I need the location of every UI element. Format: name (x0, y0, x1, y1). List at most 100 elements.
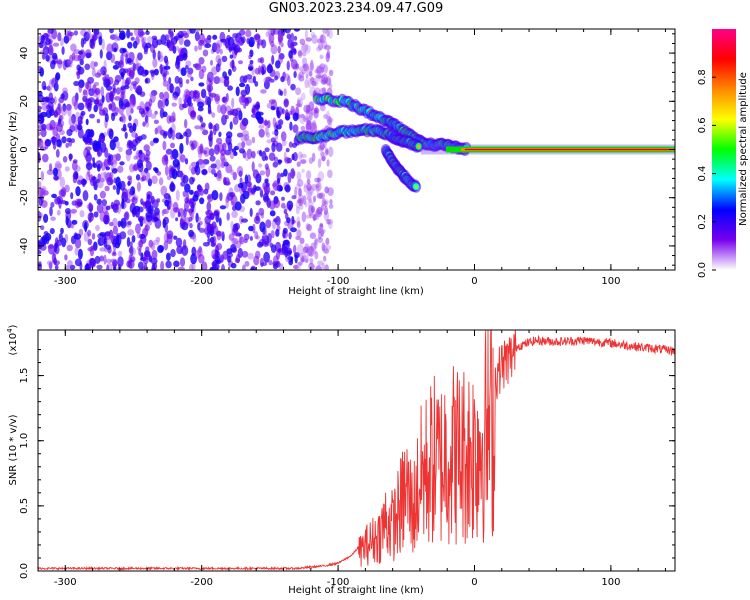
noise-speckle (232, 171, 237, 181)
noise-speckle (94, 72, 102, 78)
noise-speckle (219, 48, 223, 55)
noise-speckle (89, 245, 95, 257)
noise-speckle (259, 187, 263, 193)
noise-speckle (105, 92, 112, 103)
noise-speckle (199, 197, 205, 205)
spectrogram-marks (38, 29, 675, 270)
noise-speckle (225, 198, 229, 209)
noise-speckle (104, 113, 109, 123)
noise-speckle (296, 171, 302, 182)
noise-speckle (246, 148, 253, 160)
noise-speckle (269, 78, 275, 83)
noise-speckle (126, 188, 133, 198)
noise-speckle (151, 175, 158, 184)
noise-speckle (313, 195, 316, 203)
noise-speckle (87, 229, 92, 237)
noise-speckle (309, 257, 314, 265)
noise-speckle (284, 29, 291, 34)
noise-speckle (296, 229, 302, 239)
noise-speckle (72, 176, 78, 184)
noise-speckle (288, 232, 292, 240)
noise-speckle (148, 205, 154, 215)
noise-speckle (306, 179, 311, 185)
noise-speckle (326, 159, 330, 167)
noise-speckle (125, 197, 131, 204)
noise-speckle (40, 170, 45, 181)
noise-speckle (115, 140, 120, 149)
noise-speckle (274, 216, 280, 223)
y-tick-label: 1.0 (19, 433, 30, 449)
noise-speckle (323, 64, 328, 74)
noise-speckle (297, 194, 305, 205)
noise-speckle (110, 53, 116, 63)
noise-speckle (68, 31, 75, 37)
noise-speckle (201, 169, 208, 175)
noise-speckle (293, 35, 298, 41)
noise-speckle (305, 62, 309, 74)
noise-speckle (228, 68, 232, 76)
noise-speckle (303, 115, 309, 120)
noise-speckle (134, 63, 139, 70)
noise-speckle (305, 191, 313, 198)
spectrogram-y-ticks: -40 -20 0 20 40 (19, 33, 675, 266)
noise-speckle (149, 69, 156, 74)
noise-speckle (235, 32, 243, 44)
noise-speckle (288, 141, 293, 148)
noise-speckle (76, 179, 83, 185)
noise-speckle (135, 86, 142, 93)
x-tick-label: -300 (54, 276, 77, 287)
noise-speckle (302, 117, 308, 122)
noise-speckle (290, 105, 295, 115)
noise-speckle (184, 158, 189, 165)
noise-speckle (164, 199, 170, 207)
noise-speckle (320, 151, 325, 157)
noise-speckle (315, 184, 320, 189)
noise-speckle (43, 213, 49, 223)
noise-speckle (38, 105, 43, 111)
noise-speckle (295, 228, 302, 239)
noise-speckle (314, 69, 319, 74)
noise-speckle (43, 46, 50, 56)
noise-speckle (80, 110, 86, 116)
noise-speckle (60, 227, 64, 235)
noise-speckle (95, 224, 100, 231)
noise-speckle (74, 237, 82, 249)
noise-speckle (129, 247, 137, 256)
noise-speckle (206, 201, 212, 212)
noise-speckle (175, 217, 179, 222)
noise-speckle (50, 216, 56, 221)
noise-speckle (287, 172, 292, 184)
noise-speckle (238, 95, 245, 104)
noise-speckle (111, 112, 116, 122)
noise-speckle (212, 34, 218, 40)
noise-speckle (214, 123, 220, 132)
noise-speckle (54, 109, 58, 117)
noise-speckle (74, 258, 82, 267)
noise-speckle (131, 235, 136, 243)
noise-speckle (277, 45, 281, 54)
noise-speckle (216, 230, 222, 241)
x-tick-label: 100 (601, 577, 620, 588)
noise-speckle (275, 60, 281, 69)
noise-speckle (198, 227, 205, 233)
noise-speckle (316, 206, 323, 215)
noise-speckle (215, 259, 222, 265)
noise-speckle (251, 161, 255, 172)
noise-speckle (128, 177, 132, 185)
noise-speckle (249, 207, 253, 217)
noise-speckle (150, 43, 155, 54)
noise-speckle (227, 141, 233, 152)
noise-speckle (46, 260, 54, 266)
noise-speckle (87, 238, 93, 246)
noise-speckle (315, 74, 322, 79)
noise-speckle (197, 101, 205, 108)
noise-speckle (82, 190, 89, 202)
noise-speckle (323, 114, 329, 119)
noise-speckle (308, 262, 315, 270)
noise-speckle (281, 108, 285, 115)
noise-speckle (121, 198, 125, 209)
noise-speckle (96, 180, 104, 189)
noise-speckle (284, 156, 291, 164)
noise-speckle (251, 150, 256, 159)
